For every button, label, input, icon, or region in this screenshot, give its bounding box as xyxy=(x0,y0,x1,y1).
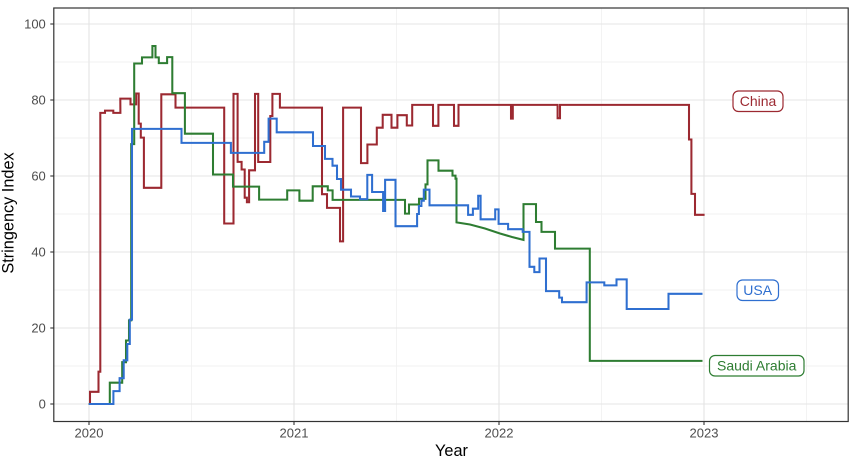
svg-text:0: 0 xyxy=(39,397,46,412)
svg-text:2022: 2022 xyxy=(485,426,514,441)
svg-text:Saudi Arabia: Saudi Arabia xyxy=(717,358,797,374)
svg-text:40: 40 xyxy=(31,245,45,260)
svg-text:100: 100 xyxy=(24,17,46,32)
svg-text:2021: 2021 xyxy=(280,426,309,441)
svg-text:2023: 2023 xyxy=(690,426,719,441)
svg-text:China: China xyxy=(740,93,777,109)
svg-text:20: 20 xyxy=(31,321,45,336)
svg-text:Stringency Index: Stringency Index xyxy=(0,152,18,273)
svg-text:60: 60 xyxy=(31,169,45,184)
svg-text:USA: USA xyxy=(743,282,772,298)
svg-text:80: 80 xyxy=(31,93,45,108)
svg-text:2020: 2020 xyxy=(75,426,104,441)
svg-text:Year: Year xyxy=(435,442,468,460)
